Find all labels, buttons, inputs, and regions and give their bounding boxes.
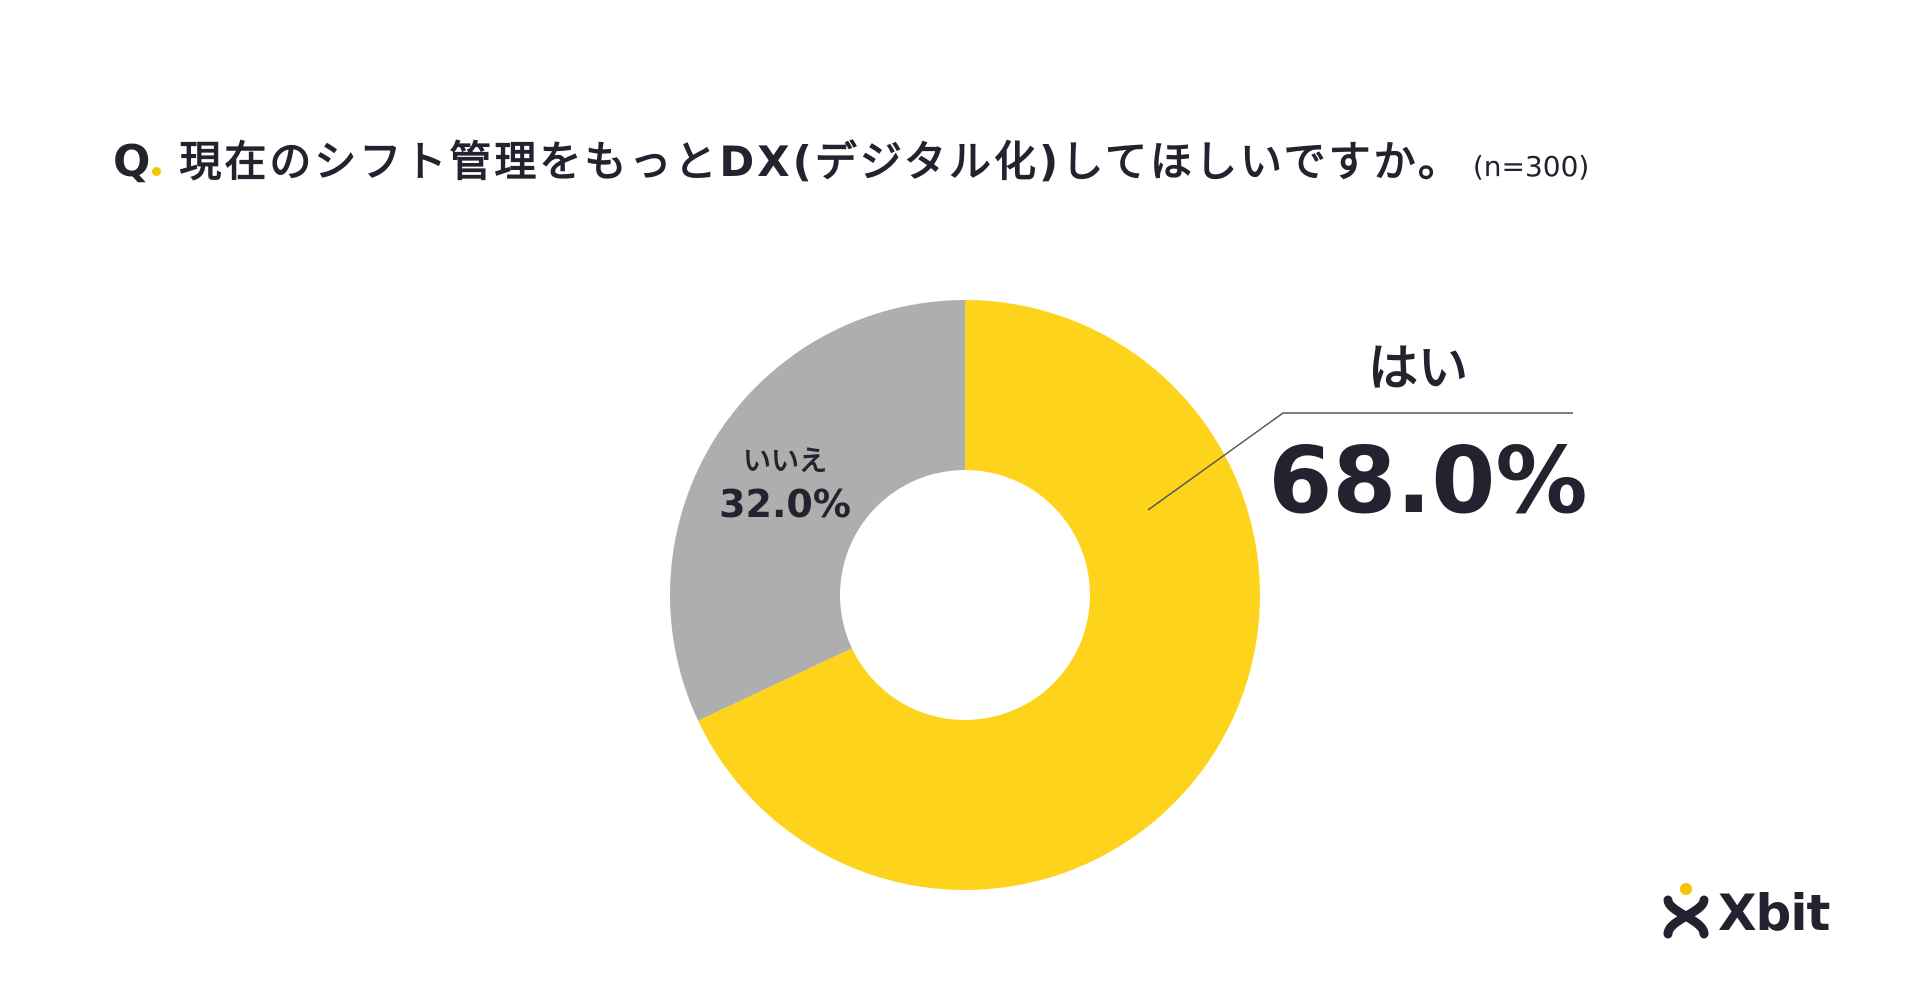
xbit-logo-text: Xbit xyxy=(1718,884,1830,942)
yes-value-label: 68.0% xyxy=(1268,427,1587,534)
question-text: 現在のシフト管理をもっとDX(デジタル化)してほしいですか。 xyxy=(179,137,1463,186)
no-value-label: 32.0% xyxy=(719,482,851,526)
no-label: いいえ xyxy=(743,444,827,477)
xbit-logo: Xbit xyxy=(1662,882,1830,944)
question-dot-icon xyxy=(152,167,162,176)
yes-label: はい xyxy=(1368,339,1468,397)
chart-title: Q 現在のシフト管理をもっとDX(デジタル化)してほしいですか。 (n=300) xyxy=(113,128,1589,189)
yes-leader-line xyxy=(1147,412,1573,511)
slice-yes xyxy=(698,300,1260,890)
slice-no xyxy=(669,300,965,721)
sample-size: (n=300) xyxy=(1472,150,1590,183)
question-mark-label: Q xyxy=(113,136,151,187)
xbit-logo-icon xyxy=(1662,882,1710,944)
